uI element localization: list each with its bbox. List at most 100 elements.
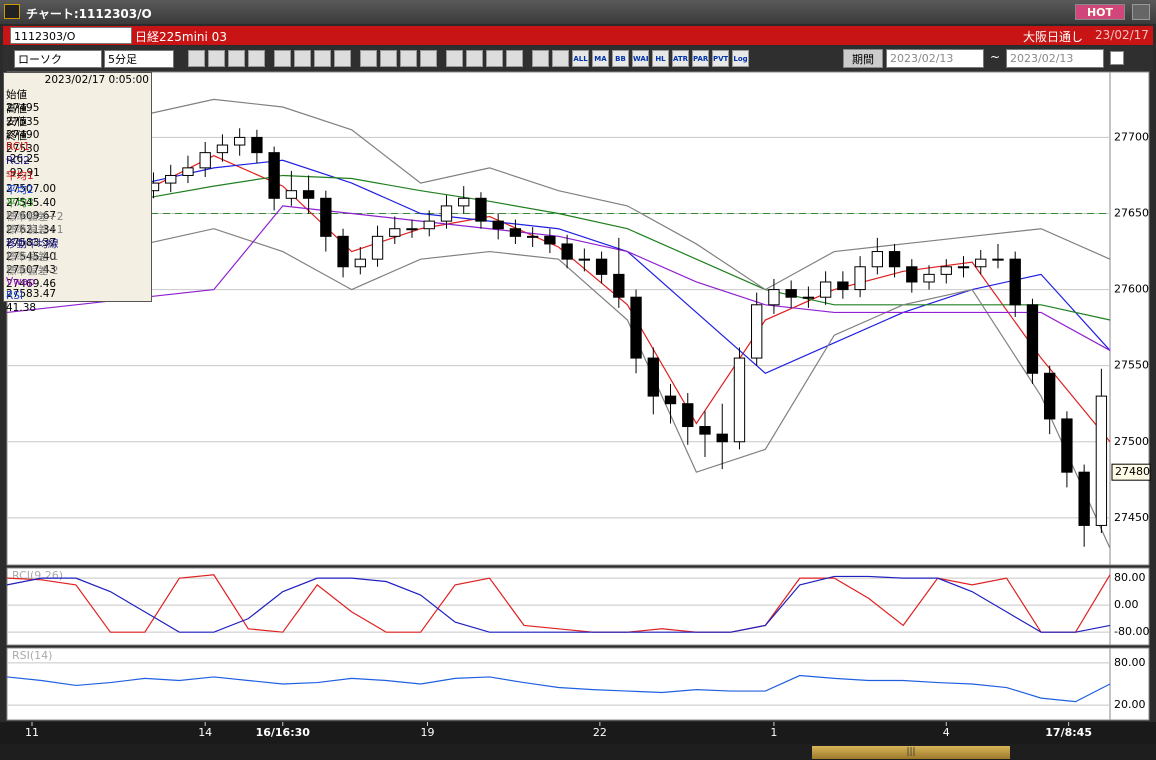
tool-button[interactable] xyxy=(466,50,483,67)
candle-body xyxy=(320,197,332,237)
candle-body xyxy=(216,144,229,154)
tool-button[interactable]: ATR xyxy=(672,50,689,67)
candle-body xyxy=(492,220,504,230)
y-tick-label: 27700 xyxy=(1114,130,1149,143)
symbol: 1112303/O xyxy=(14,30,76,43)
info-label: 平均1 xyxy=(6,170,34,182)
info-row: 標準偏差+2 27621.34 xyxy=(6,209,149,236)
info-value: 27530 xyxy=(6,142,40,155)
candle-body xyxy=(1044,372,1056,420)
period-button[interactable]: 期間 xyxy=(843,49,883,68)
tool-button[interactable] xyxy=(380,50,397,67)
tool-button[interactable] xyxy=(420,50,437,67)
interval-select[interactable]: 5分足 xyxy=(104,50,174,68)
tool-button[interactable] xyxy=(294,50,311,67)
indicator-line xyxy=(6,575,1111,633)
candle-body xyxy=(682,403,694,428)
tool-button[interactable] xyxy=(400,50,417,67)
candle-body xyxy=(837,281,849,291)
candle-body xyxy=(251,136,263,154)
candle-body xyxy=(975,258,987,268)
axis-band xyxy=(0,722,1156,744)
info-row: 平均2 27545.40 xyxy=(6,182,149,209)
tool-button[interactable]: PVT xyxy=(712,50,729,67)
tool-button[interactable]: WAE xyxy=(632,50,649,67)
scrollbar[interactable]: ||| xyxy=(0,744,1156,760)
info-time: 2023/02/17 0:05:00 xyxy=(44,74,149,86)
close-button[interactable] xyxy=(1132,4,1150,20)
info-value: 27545.40 xyxy=(6,250,57,263)
candle-body xyxy=(957,266,970,269)
tool-button[interactable] xyxy=(552,50,569,67)
scroll-thumb[interactable]: ||| xyxy=(812,746,1010,759)
tool-button[interactable]: ALL xyxy=(572,50,589,67)
tool-button[interactable] xyxy=(248,50,265,67)
tool-button[interactable] xyxy=(314,50,331,67)
y-tick-label: 27500 xyxy=(1114,435,1149,448)
info-row: 標準偏差-2 27469.46 xyxy=(6,263,149,290)
checkbox[interactable] xyxy=(1110,51,1124,65)
info-label: 標準偏差-2 xyxy=(6,264,59,277)
candle-body xyxy=(716,433,728,443)
y-tick-label: 80.00 xyxy=(1114,571,1146,584)
to-date[interactable]: 2023/02/13 xyxy=(1006,49,1104,68)
info-label: RCI1 xyxy=(6,141,30,153)
info-label: Vwap xyxy=(6,276,35,288)
info-row: 高値 27535 xyxy=(6,101,149,128)
tool-button[interactable] xyxy=(334,50,351,67)
candle-body xyxy=(992,258,1004,261)
candle-body xyxy=(561,243,573,260)
indicator-line xyxy=(6,674,1111,703)
candle-body xyxy=(509,228,522,237)
tool-button[interactable] xyxy=(506,50,523,67)
x-tick-label: 22 xyxy=(593,726,607,739)
indicator-line xyxy=(6,574,1111,633)
indicator-line xyxy=(6,155,1111,443)
chart-type-select[interactable]: ローソク xyxy=(14,50,102,68)
info-label: 平均3 xyxy=(6,197,34,209)
info-row: 平均1 27507.00 xyxy=(6,168,149,195)
info-label: RCI2 xyxy=(6,154,30,167)
tool-button[interactable] xyxy=(446,50,463,67)
tool-button[interactable]: BB xyxy=(612,50,629,67)
tool-button[interactable]: Log xyxy=(732,50,749,67)
candle-body xyxy=(595,258,608,275)
x-tick-label: 11 xyxy=(25,726,39,739)
candle-body xyxy=(751,304,763,359)
tool-button[interactable] xyxy=(532,50,549,67)
candle-body xyxy=(819,281,832,298)
candle-body xyxy=(337,235,349,268)
symbol-bar: 1112303/O 日経225mini 03 大阪日通し 23/02/17 xyxy=(3,26,1153,45)
last-price-label: 27480 xyxy=(1115,465,1150,478)
candle-body xyxy=(647,357,659,397)
tool-button[interactable]: MA xyxy=(592,50,609,67)
symbol-select[interactable]: 1112303/O xyxy=(10,27,132,44)
tool-button[interactable] xyxy=(274,50,291,67)
candle-body xyxy=(923,273,935,283)
y-tick-label: 27450 xyxy=(1114,511,1149,524)
info-label: RSI xyxy=(6,289,24,302)
indicator-line xyxy=(6,98,1111,291)
indicator-title: RSI(14) xyxy=(12,649,52,662)
candle-body xyxy=(940,266,952,275)
tool-button[interactable] xyxy=(486,50,503,67)
info-value: 27583.47 xyxy=(6,288,57,300)
hot-button[interactable]: HOT xyxy=(1075,4,1125,20)
candle-body xyxy=(1078,471,1090,526)
candle-body xyxy=(664,395,677,405)
info-row: 標準偏差+1 27583.37 xyxy=(6,222,149,249)
candle-body xyxy=(371,235,384,260)
tool-button[interactable] xyxy=(208,50,225,67)
info-label: 終値 xyxy=(6,129,27,142)
tool-button[interactable] xyxy=(360,50,377,67)
info-row: 始値 27495 xyxy=(6,87,149,114)
tool-button[interactable] xyxy=(228,50,245,67)
last-price-box xyxy=(1111,463,1151,481)
candle-body xyxy=(302,190,315,199)
candle-body xyxy=(406,228,418,231)
tool-button[interactable] xyxy=(188,50,205,67)
tool-button[interactable]: HL xyxy=(652,50,669,67)
candle-body xyxy=(1009,258,1021,306)
from-date[interactable]: 2023/02/13 xyxy=(886,49,984,68)
tool-button[interactable]: PAR xyxy=(692,50,709,67)
